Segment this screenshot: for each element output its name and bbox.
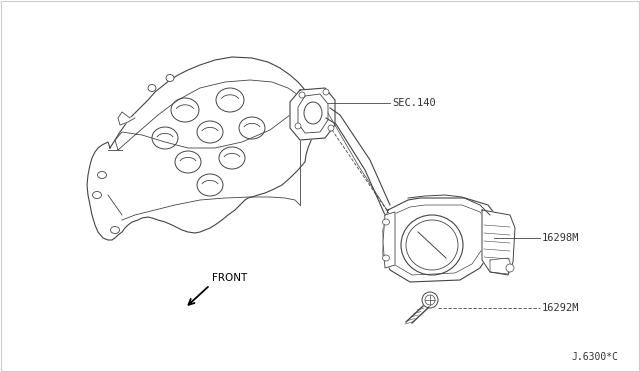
Polygon shape — [482, 210, 515, 275]
Text: J.6300*C: J.6300*C — [571, 352, 618, 362]
Ellipse shape — [383, 219, 390, 225]
Circle shape — [299, 92, 305, 98]
Circle shape — [422, 292, 438, 308]
Circle shape — [328, 125, 334, 131]
Text: FRONT: FRONT — [212, 273, 247, 283]
Polygon shape — [87, 57, 320, 240]
Circle shape — [295, 123, 301, 129]
Text: 16292M: 16292M — [542, 303, 579, 313]
Ellipse shape — [383, 255, 390, 261]
Polygon shape — [118, 112, 135, 125]
Circle shape — [323, 89, 329, 95]
Circle shape — [506, 264, 514, 272]
Ellipse shape — [111, 227, 120, 234]
Text: SEC.140: SEC.140 — [392, 98, 436, 108]
Ellipse shape — [166, 74, 174, 81]
Text: 16298M: 16298M — [542, 233, 579, 243]
Polygon shape — [383, 212, 395, 268]
Polygon shape — [383, 198, 498, 282]
Ellipse shape — [97, 171, 106, 179]
Polygon shape — [290, 88, 335, 140]
Ellipse shape — [148, 84, 156, 92]
Ellipse shape — [93, 192, 102, 199]
